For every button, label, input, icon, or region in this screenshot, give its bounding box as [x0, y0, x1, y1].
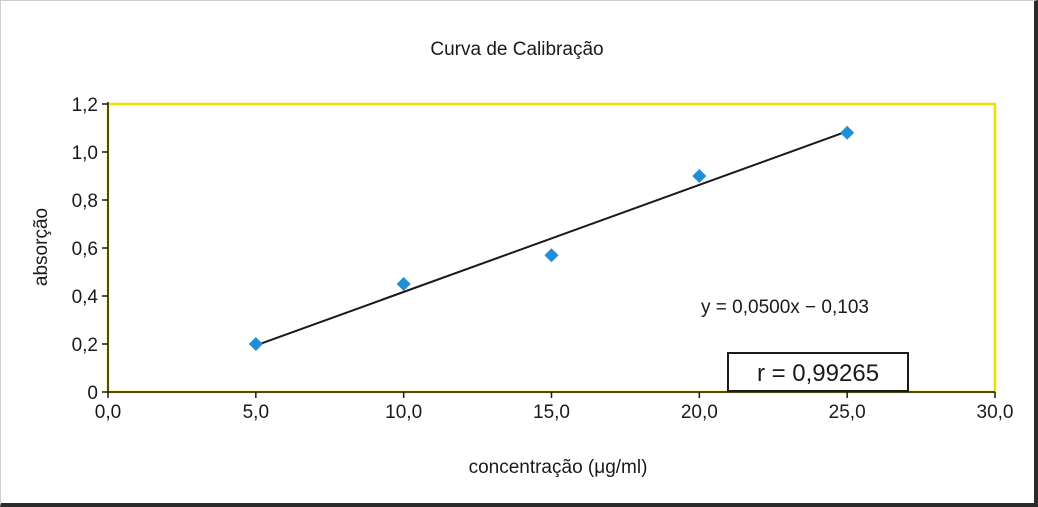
- x-axis-label: concentração (μg/ml): [469, 457, 648, 478]
- trendline: [255, 130, 848, 347]
- x-tick-label: 0,0: [95, 402, 121, 423]
- x-tick-label: 30,0: [977, 402, 1014, 423]
- y-tick-label: 0,2: [72, 335, 98, 356]
- y-tick-label: 1,0: [72, 143, 98, 164]
- chart-title: Curva de Calibração: [430, 39, 603, 60]
- data-points: [248, 125, 855, 351]
- trendline-group: [255, 130, 848, 347]
- data-point: [544, 248, 559, 263]
- x-tick-label: 15,0: [533, 402, 570, 423]
- y-tick-label: 0,4: [72, 287, 99, 308]
- data-point: [396, 277, 411, 291]
- y-tick-label: 1,2: [72, 95, 98, 116]
- y-tick-label: 0,8: [72, 191, 98, 212]
- y-tick-label: 0: [87, 383, 98, 404]
- x-tick-label: 25,0: [829, 402, 866, 423]
- x-tick-label: 20,0: [681, 402, 718, 423]
- x-tick-label: 10,0: [385, 402, 422, 423]
- data-point: [248, 337, 263, 351]
- y-tick-label: 0,6: [72, 239, 98, 260]
- axes: 0 0,2 0,4 0,6 0,8 1,0 1,2 0,0 5,0 10,0 15,0 20,0 25,…: [72, 95, 1014, 423]
- data-point: [692, 169, 707, 183]
- data-point: [840, 125, 855, 140]
- x-tick-label: 5,0: [243, 402, 269, 423]
- y-axis-label: absorção: [31, 208, 52, 286]
- equation-label: y = 0,0500x − 0,103: [701, 297, 869, 318]
- r-value-box: [727, 352, 909, 392]
- plot-area: [106, 102, 997, 394]
- r-value-label: r = 0,99265: [757, 360, 879, 387]
